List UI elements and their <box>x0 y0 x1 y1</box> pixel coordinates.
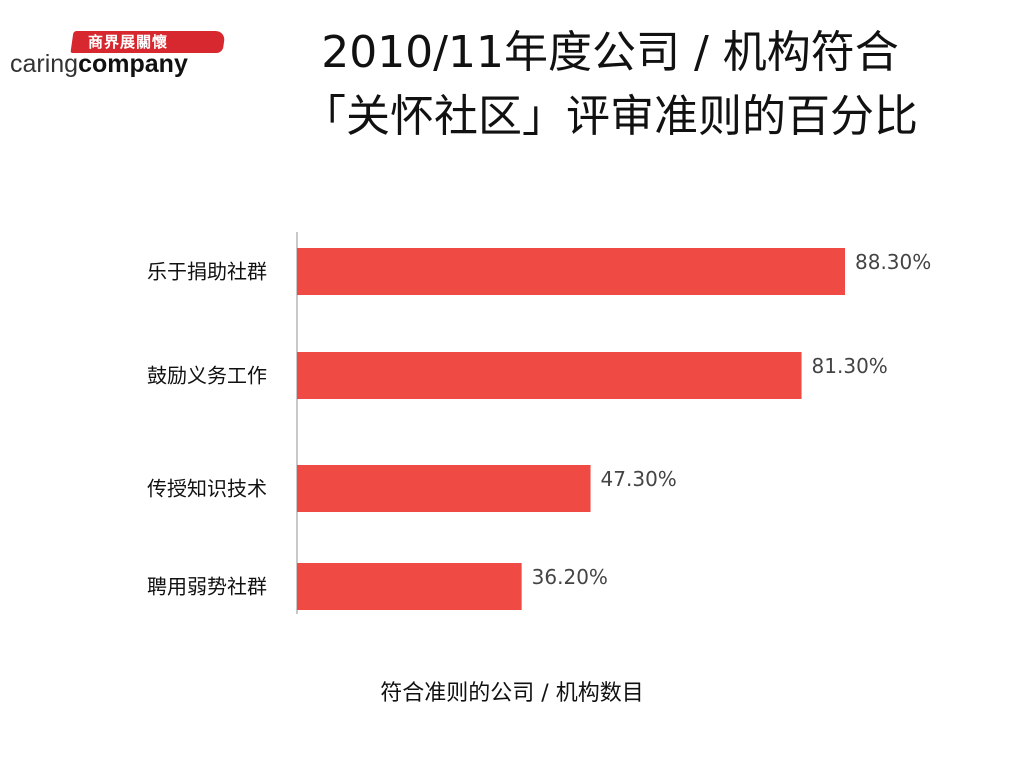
chart-title-line-1: 2010/11年度公司 / 机构符合 <box>321 27 899 78</box>
value-label-2: 81.30% <box>812 354 888 378</box>
logo-wordmark: caringcompany <box>10 50 188 78</box>
bar-1 <box>297 248 845 295</box>
value-label-1: 88.30% <box>855 250 931 274</box>
category-label-2: 鼓励义务工作 <box>147 364 267 388</box>
category-label-1: 乐于捐助社群 <box>147 260 267 284</box>
logo-word-caring: caring <box>10 50 79 78</box>
value-label-3: 47.30% <box>601 467 677 491</box>
x-axis-label: 符合准则的公司 / 机构数目 <box>380 681 644 706</box>
bar-3 <box>297 465 591 512</box>
category-label-4: 聘用弱势社群 <box>147 575 267 599</box>
logo-word-company: company <box>78 50 188 78</box>
caring-company-logo: 商界展關懷 caringcompany <box>10 28 226 78</box>
chart-title-line-2: 「关怀社区」评审准则的百分比 <box>302 91 918 142</box>
logo-chinese-text: 商界展關懷 <box>88 33 169 51</box>
bar-2 <box>297 352 802 399</box>
bar-4 <box>297 563 522 610</box>
value-label-4: 36.20% <box>532 565 608 589</box>
category-label-3: 传授知识技术 <box>147 477 267 501</box>
